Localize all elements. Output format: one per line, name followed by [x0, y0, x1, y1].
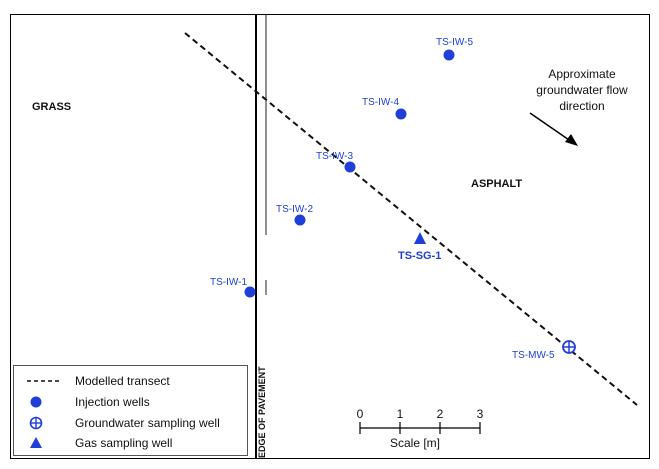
flow-label-line2: groundwater flow: [536, 83, 628, 97]
injection-well-iw4: [395, 108, 407, 120]
groundwater-well-mw5: [562, 340, 576, 354]
scale-bar: [359, 422, 481, 434]
well-label-iw4: TS-IW-4: [362, 97, 399, 108]
legend-groundwater-well-label: Groundwater sampling well: [75, 416, 220, 430]
scale-tick-2: 2: [437, 407, 444, 421]
grass-label: GRASS: [32, 101, 71, 113]
legend-box: [13, 365, 248, 456]
scale-tick-1: 1: [397, 407, 404, 421]
well-label-iw5: TS-IW-5: [436, 37, 473, 48]
well-label-iw1: TS-IW-1: [210, 277, 247, 288]
injection-well-iw2: [294, 214, 306, 226]
injection-well-iw3: [344, 161, 356, 173]
flow-direction-arrow: [529, 112, 578, 146]
injection-well-iw1: [244, 286, 256, 298]
legend-injection-icon: [30, 396, 42, 408]
legend-transect-label: Modelled transect: [75, 374, 170, 388]
legend: Modelled transect Injection wells Ground…: [13, 365, 248, 456]
flow-label-line1: Approximate: [548, 67, 616, 81]
legend-gas-well-icon: [30, 437, 42, 448]
injection-well-iw5: [443, 49, 455, 61]
legend-groundwater-well-icon: [29, 416, 43, 430]
well-label-iw2: TS-IW-2: [276, 204, 313, 215]
legend-gas-well-label: Gas sampling well: [75, 436, 172, 450]
flow-label-line3: direction: [559, 99, 604, 113]
scale-label: Scale [m]: [390, 436, 440, 450]
gas-sampling-well-sg1: [414, 232, 426, 244]
scale-tick-3: 3: [477, 407, 484, 421]
modelled-transect-line: [184, 32, 638, 406]
edge-of-pavement-label: EDGE OF PAVEMENT: [257, 366, 267, 458]
map-frame: [10, 14, 650, 459]
legend-injection-label: Injection wells: [75, 395, 150, 409]
well-label-iw3: TS-IW-3: [316, 151, 353, 162]
well-label-sg1: TS-SG-1: [398, 250, 441, 262]
well-label-mw5: TS-MW-5: [512, 350, 555, 361]
scale-tick-0: 0: [357, 407, 364, 421]
asphalt-label: ASPHALT: [471, 178, 522, 190]
